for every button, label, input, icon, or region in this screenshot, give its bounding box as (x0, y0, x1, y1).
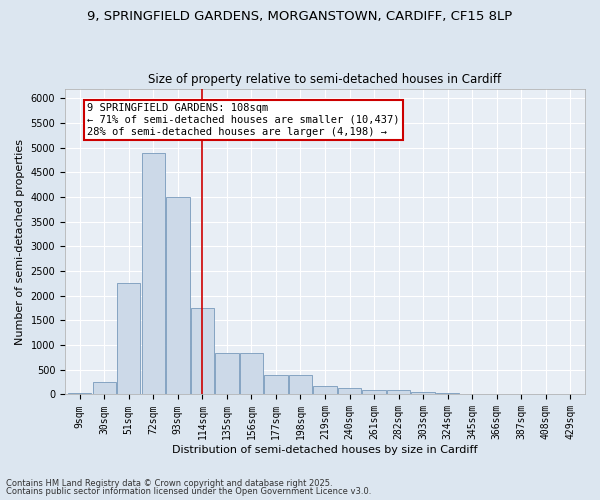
Bar (313, 386, 337, 394)
Bar (215, 352, 239, 395)
Bar (338, 388, 361, 394)
Bar (142, 152, 165, 394)
Text: 9 SPRINGFIELD GARDENS: 108sqm
← 71% of semi-detached houses are smaller (10,437): 9 SPRINGFIELD GARDENS: 108sqm ← 71% of s… (87, 104, 400, 136)
Title: Size of property relative to semi-detached houses in Cardiff: Size of property relative to semi-detach… (148, 73, 502, 86)
Bar (68, 393, 91, 394)
Y-axis label: Number of semi-detached properties: Number of semi-detached properties (15, 138, 25, 344)
Bar (240, 352, 263, 395)
Bar (166, 197, 190, 394)
Text: Contains HM Land Registry data © Crown copyright and database right 2025.: Contains HM Land Registry data © Crown c… (6, 478, 332, 488)
Text: 9, SPRINGFIELD GARDENS, MORGANSTOWN, CARDIFF, CF15 8LP: 9, SPRINGFIELD GARDENS, MORGANSTOWN, CAR… (88, 10, 512, 23)
Bar (412, 392, 435, 394)
Bar (191, 308, 214, 394)
Bar (289, 374, 312, 394)
Bar (387, 390, 410, 394)
Bar (117, 284, 140, 395)
Bar (92, 382, 116, 394)
Bar (362, 390, 386, 394)
Text: Contains public sector information licensed under the Open Government Licence v3: Contains public sector information licen… (6, 487, 371, 496)
X-axis label: Distribution of semi-detached houses by size in Cardiff: Distribution of semi-detached houses by … (172, 445, 478, 455)
Bar (436, 393, 459, 394)
Bar (265, 374, 287, 394)
